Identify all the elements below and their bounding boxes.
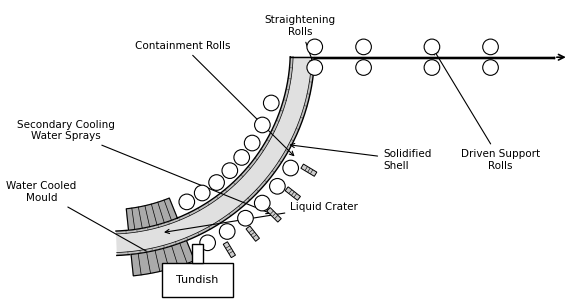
Circle shape [283, 160, 299, 176]
Circle shape [264, 95, 279, 111]
Circle shape [200, 235, 216, 251]
Text: Liquid Crater: Liquid Crater [165, 202, 358, 233]
Text: Solidified
Shell: Solidified Shell [291, 144, 431, 171]
Circle shape [356, 39, 371, 55]
Circle shape [307, 60, 323, 75]
Polygon shape [116, 57, 315, 255]
Circle shape [255, 117, 270, 133]
Polygon shape [116, 57, 293, 234]
Circle shape [483, 39, 498, 55]
Circle shape [244, 135, 260, 151]
Polygon shape [117, 58, 315, 255]
Polygon shape [131, 241, 194, 276]
Polygon shape [126, 198, 177, 230]
Polygon shape [285, 187, 300, 200]
Circle shape [269, 179, 285, 194]
Bar [162, 263, 233, 297]
Circle shape [222, 163, 237, 178]
Circle shape [237, 210, 253, 226]
Polygon shape [301, 164, 317, 176]
Text: Secondary Cooling
Water Sprays: Secondary Cooling Water Sprays [17, 120, 271, 214]
Polygon shape [290, 57, 554, 58]
Text: Driven Support
Rolls: Driven Support Rolls [434, 50, 540, 171]
Bar [192, 244, 204, 263]
Polygon shape [267, 208, 281, 222]
Polygon shape [223, 242, 236, 258]
Circle shape [179, 194, 194, 210]
Circle shape [234, 150, 249, 165]
Text: Tundish: Tundish [176, 275, 219, 285]
Polygon shape [246, 226, 260, 241]
Circle shape [356, 60, 371, 75]
Circle shape [483, 60, 498, 75]
Circle shape [255, 195, 270, 211]
Circle shape [209, 175, 224, 190]
Text: Containment Rolls: Containment Rolls [135, 41, 293, 156]
Text: Water Cooled
Mould: Water Cooled Mould [6, 181, 158, 258]
Circle shape [424, 39, 440, 55]
Circle shape [220, 224, 235, 239]
Circle shape [424, 60, 440, 75]
Circle shape [194, 185, 210, 201]
Text: Straightening
Rolls: Straightening Rolls [264, 15, 336, 64]
Circle shape [307, 39, 323, 55]
